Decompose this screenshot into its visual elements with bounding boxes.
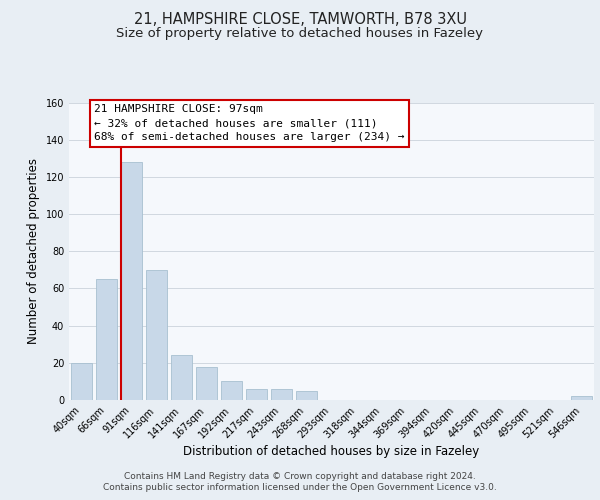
Bar [121,162,142,400]
Bar [296,390,317,400]
Bar [221,382,242,400]
Bar [71,363,92,400]
X-axis label: Distribution of detached houses by size in Fazeley: Distribution of detached houses by size … [184,446,479,458]
Y-axis label: Number of detached properties: Number of detached properties [27,158,40,344]
Bar [246,389,267,400]
Text: 21, HAMPSHIRE CLOSE, TAMWORTH, B78 3XU: 21, HAMPSHIRE CLOSE, TAMWORTH, B78 3XU [133,12,467,28]
Text: Contains HM Land Registry data © Crown copyright and database right 2024.: Contains HM Land Registry data © Crown c… [124,472,476,481]
Bar [271,389,292,400]
Bar [571,396,592,400]
Text: Contains public sector information licensed under the Open Government Licence v3: Contains public sector information licen… [103,484,497,492]
Text: 21 HAMPSHIRE CLOSE: 97sqm
← 32% of detached houses are smaller (111)
68% of semi: 21 HAMPSHIRE CLOSE: 97sqm ← 32% of detac… [94,104,404,142]
Bar [171,356,192,400]
Text: Size of property relative to detached houses in Fazeley: Size of property relative to detached ho… [116,28,484,40]
Bar [146,270,167,400]
Bar [96,279,117,400]
Bar [196,366,217,400]
